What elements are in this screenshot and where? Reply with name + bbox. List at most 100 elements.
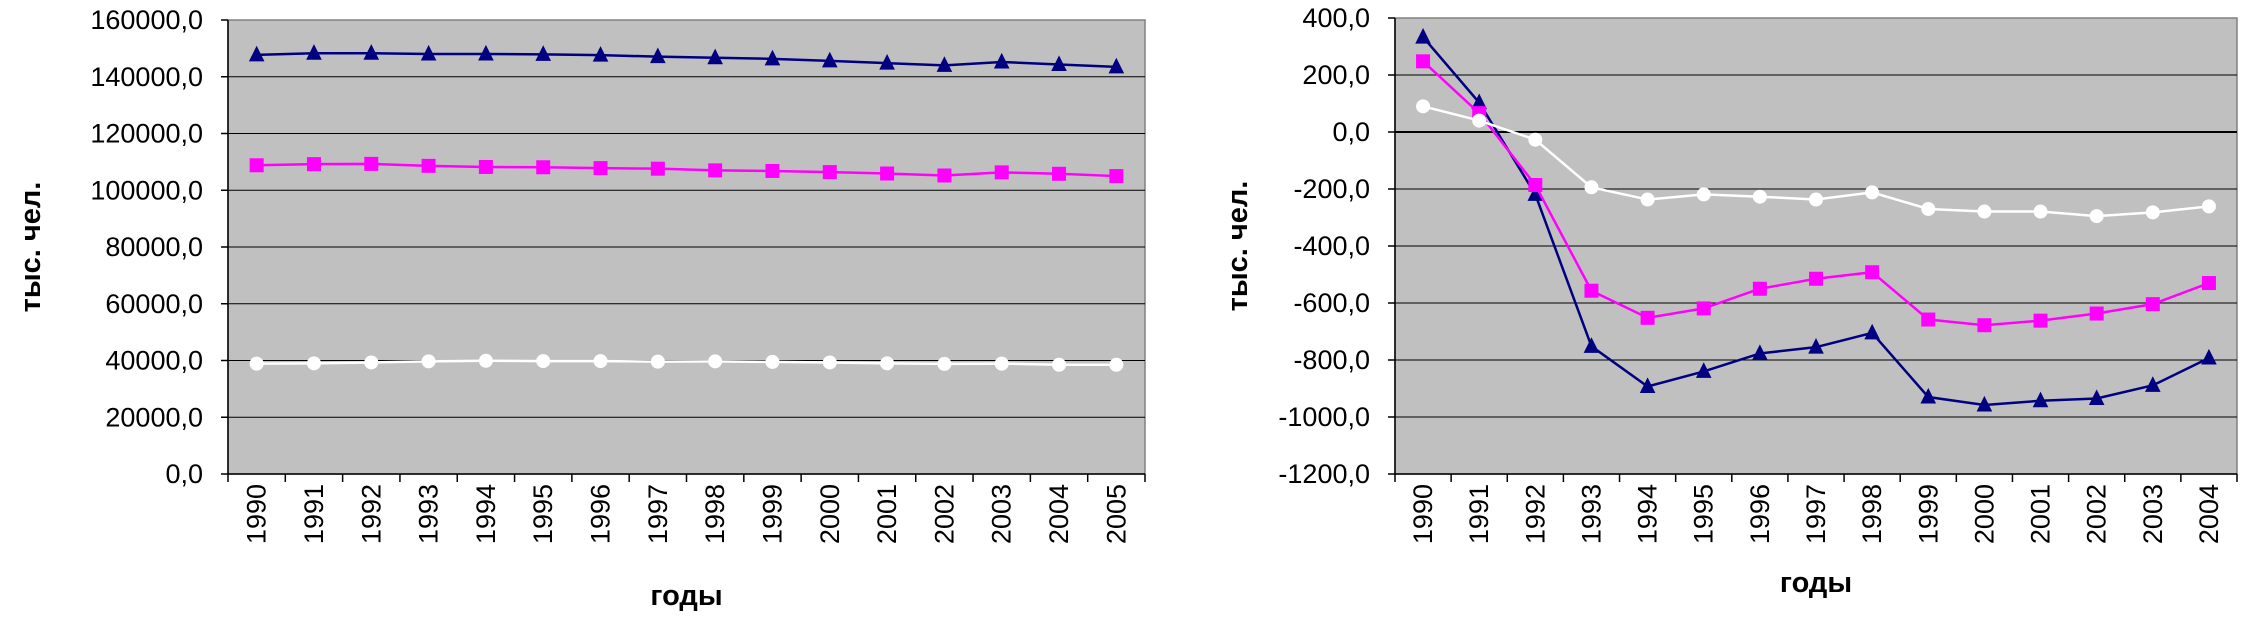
x-tick-label: 1994 xyxy=(1633,484,1663,544)
x-tick-label: 2002 xyxy=(2082,484,2112,544)
data-point xyxy=(420,44,437,61)
data-point xyxy=(592,46,609,62)
data-point xyxy=(708,163,723,178)
x-tick-label: 1993 xyxy=(414,484,444,544)
data-point xyxy=(1528,178,1543,193)
data-point xyxy=(1640,310,1655,325)
series-circle xyxy=(1416,99,2216,224)
data-point xyxy=(478,159,493,174)
data-point xyxy=(2033,204,2048,219)
x-axis-title: годы xyxy=(650,580,722,612)
data-point xyxy=(1584,283,1599,298)
data-point xyxy=(535,45,552,61)
data-point xyxy=(421,158,436,173)
data-point xyxy=(1051,55,1067,72)
x-tick-label: 1996 xyxy=(586,484,616,544)
data-point xyxy=(765,354,780,369)
data-point xyxy=(306,157,321,172)
y-tick-label: 120000,0 xyxy=(90,119,203,149)
x-tick-label: 1997 xyxy=(1801,484,1831,544)
data-point xyxy=(1752,281,1767,296)
series-line xyxy=(256,162,1117,178)
x-tick-label: 1994 xyxy=(471,484,501,544)
y-tick-label: 160000,0 xyxy=(90,5,203,35)
data-point xyxy=(650,47,666,64)
data-point xyxy=(478,44,494,61)
data-point xyxy=(478,353,493,368)
data-point xyxy=(2033,313,2048,328)
data-point xyxy=(248,45,265,62)
data-point xyxy=(937,356,952,371)
y-tick-label: 0,0 xyxy=(165,459,203,489)
y-tick-label: 140000,0 xyxy=(90,62,203,92)
data-point xyxy=(1696,187,1711,202)
data-point xyxy=(1865,185,1880,200)
data-point xyxy=(1921,312,1936,327)
series-line xyxy=(256,359,1117,367)
y-tick-label: -1000,0 xyxy=(1278,402,1370,432)
data-point xyxy=(2145,205,2160,220)
y-tick-label: -400,0 xyxy=(1293,231,1370,261)
series-triangle xyxy=(1415,27,2217,412)
data-point xyxy=(1977,318,1992,333)
y-tick-label: 60000,0 xyxy=(105,289,203,319)
x-tick-label: 2001 xyxy=(2026,484,2056,544)
y-tick-label: 100000,0 xyxy=(90,175,203,205)
data-point xyxy=(536,160,551,175)
data-point xyxy=(421,354,436,369)
y-tick-label: -200,0 xyxy=(1293,174,1370,204)
y-tick-label: 0,0 xyxy=(1332,117,1370,147)
data-point xyxy=(822,165,837,180)
data-point xyxy=(1639,377,1656,394)
data-point xyxy=(936,56,953,72)
data-point xyxy=(650,161,665,176)
data-point xyxy=(994,165,1009,180)
y-tick-label: -1200,0 xyxy=(1278,459,1370,489)
y-tick-label: -800,0 xyxy=(1293,345,1370,375)
data-point xyxy=(880,356,895,371)
data-point xyxy=(764,49,781,66)
series-line xyxy=(256,51,1117,69)
y-tick-label: -600,0 xyxy=(1293,288,1370,318)
data-point xyxy=(1109,169,1124,184)
data-point xyxy=(1696,301,1711,316)
x-tick-label: 2002 xyxy=(929,484,959,544)
data-point xyxy=(937,168,952,183)
data-point xyxy=(2201,199,2216,214)
x-tick-label: 1992 xyxy=(1520,484,1550,544)
x-tick-label: 1995 xyxy=(1689,484,1719,544)
data-point xyxy=(1865,265,1880,280)
data-point xyxy=(880,166,895,181)
data-point xyxy=(2089,306,2104,321)
chart-1: 0,0 20000,0 40000,0 60000,0 80000,0 100000,0 1… xyxy=(15,5,1146,612)
x-tick-label: 1998 xyxy=(700,484,730,544)
y-axis-title: тыс. чел. xyxy=(15,182,47,313)
x-tick-label: 1999 xyxy=(757,484,787,544)
data-point xyxy=(306,44,322,60)
data-point xyxy=(2088,389,2105,405)
data-point xyxy=(707,48,723,65)
x-tick-label: 1997 xyxy=(643,484,673,544)
data-point xyxy=(1416,99,1431,114)
data-point xyxy=(1052,166,1067,181)
data-point xyxy=(306,356,321,371)
data-point xyxy=(765,163,780,178)
y-axis-title: тыс. чел. xyxy=(1222,181,1254,312)
y-tick-label: 400,0 xyxy=(1302,3,1370,33)
x-tick-label: 2004 xyxy=(1044,484,1074,544)
chart-2: -1200,0 -1000,0 -800,0 -600,0 -400,0 -200,0 0,… xyxy=(1222,3,2238,599)
data-point xyxy=(1809,271,1823,286)
x-tick-label: 2001 xyxy=(872,484,902,544)
data-point xyxy=(536,354,551,369)
data-point xyxy=(593,161,608,176)
x-tick-label: 1990 xyxy=(1408,484,1438,544)
x-tick-label: 1991 xyxy=(1464,484,1494,544)
data-point xyxy=(1920,387,1937,404)
data-point xyxy=(249,356,264,371)
data-point xyxy=(1695,362,1712,378)
data-point xyxy=(1752,344,1768,360)
data-point xyxy=(1976,395,1993,412)
y-tick-label: 40000,0 xyxy=(105,346,203,376)
data-point xyxy=(821,51,838,68)
